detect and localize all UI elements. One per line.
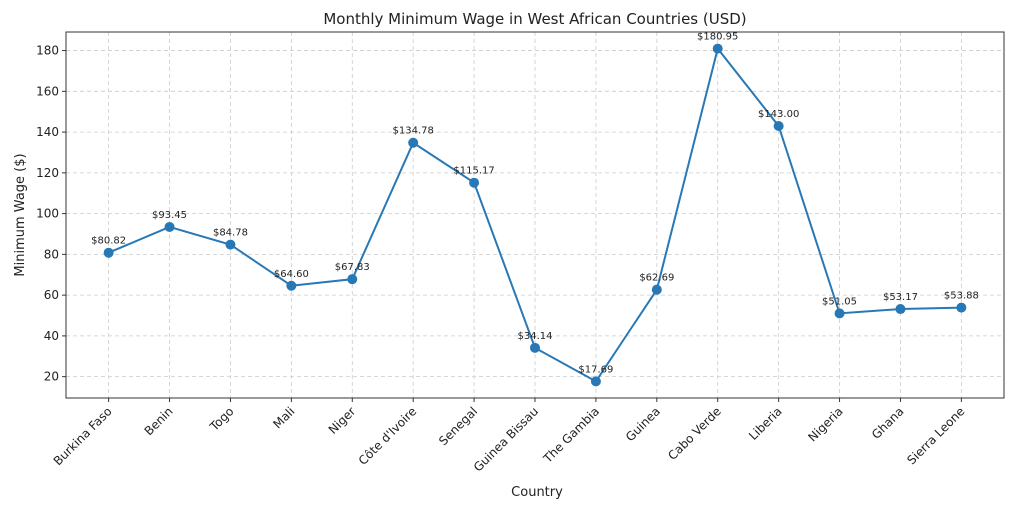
point xyxy=(530,342,540,353)
point xyxy=(956,302,967,313)
data-label: $62.69 xyxy=(639,273,674,284)
x-tick-label: Guinea xyxy=(623,404,663,444)
x-tick-label: Côte d'Ivoire xyxy=(356,404,420,468)
data-label: $180.95 xyxy=(697,32,738,43)
point xyxy=(712,43,723,54)
x-tick-label: Sierra Leone xyxy=(904,404,967,467)
y-tick-label: 20 xyxy=(44,370,59,384)
data-label: $34.14 xyxy=(518,331,553,342)
y-axis-label: Minimum Wage ($) xyxy=(13,153,28,276)
x-tick-label: Togo xyxy=(206,404,236,434)
y-tick-label: 140 xyxy=(36,125,59,139)
x-tick-label: Cabo Verde xyxy=(665,404,724,463)
x-tick-label: Guinea Bissau xyxy=(471,404,541,474)
y-tick-label: 60 xyxy=(44,288,59,302)
x-tick-label: Benin xyxy=(142,404,176,438)
data-label: $80.82 xyxy=(91,236,126,247)
point xyxy=(347,274,358,285)
data-label: $53.17 xyxy=(883,292,918,303)
x-tick-label: Liberia xyxy=(746,404,785,443)
x-tick-label: Mali xyxy=(270,404,297,431)
data-label: $134.78 xyxy=(393,126,434,137)
point xyxy=(103,247,114,258)
data-label: $115.17 xyxy=(453,166,494,177)
point xyxy=(286,280,297,291)
x-axis-label: Country xyxy=(511,485,563,500)
data-label: $17.69 xyxy=(578,364,613,375)
data-label: $84.78 xyxy=(213,228,248,239)
data-label: $64.60 xyxy=(274,269,309,280)
point xyxy=(225,239,236,250)
point xyxy=(590,376,601,387)
y-tick-label: 100 xyxy=(36,207,59,221)
data-label: $67.83 xyxy=(335,262,370,273)
x-tick-label: Nigeria xyxy=(805,404,845,444)
x-tick-label: Ghana xyxy=(869,404,907,442)
data-label: $93.45 xyxy=(152,210,187,221)
y-tick-label: 180 xyxy=(36,44,59,58)
point xyxy=(895,304,906,315)
plot-frame xyxy=(65,31,1005,399)
point xyxy=(834,308,845,319)
data-label: $51.05 xyxy=(822,296,857,307)
data-label: $143.00 xyxy=(758,109,799,120)
data-label: $53.88 xyxy=(944,291,979,302)
y-tick-label: 40 xyxy=(44,329,59,343)
point xyxy=(651,284,662,295)
x-tick-label: The Gambia xyxy=(540,404,602,466)
point xyxy=(408,137,419,148)
chart-title: Monthly Minimum Wage in West African Cou… xyxy=(323,10,746,28)
y-tick-label: 160 xyxy=(36,84,59,98)
x-tick-label: Burkina Faso xyxy=(51,404,115,468)
x-tick-label: Senegal xyxy=(436,404,480,448)
x-tick-label: Niger xyxy=(326,404,359,437)
y-tick-label: 120 xyxy=(36,166,59,180)
point xyxy=(164,221,175,232)
point xyxy=(469,177,480,188)
point xyxy=(773,120,784,131)
y-tick-label: 80 xyxy=(44,247,59,261)
